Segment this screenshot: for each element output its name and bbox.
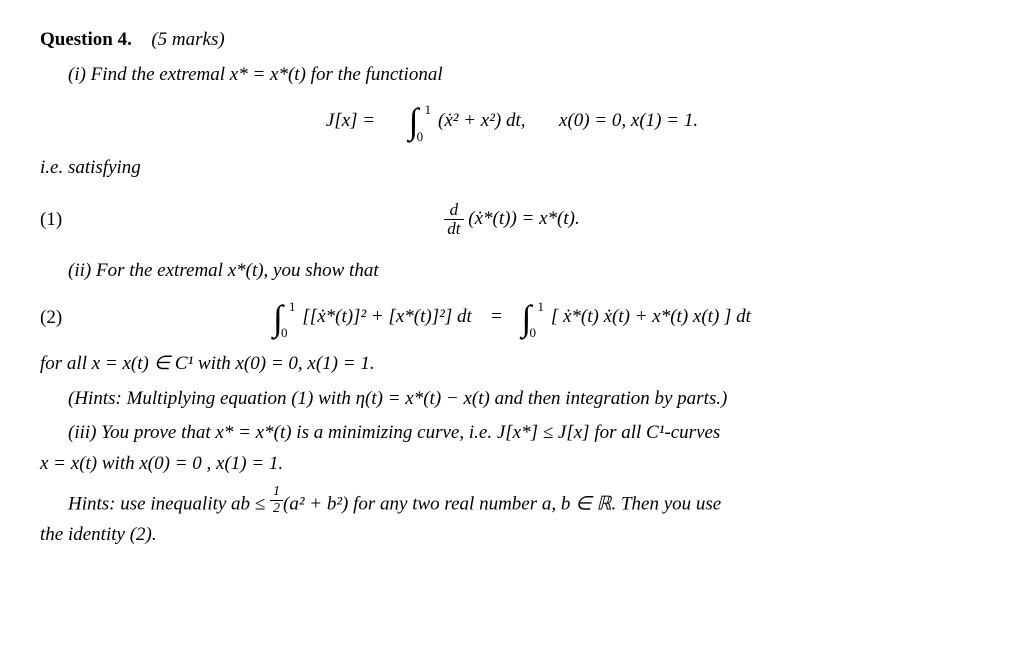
eq-2: (2) ∫01 [[ẋ*(t)]² + [x*(t)]²] dt = ∫01 [… bbox=[40, 303, 984, 332]
int-lo: 0 bbox=[417, 132, 424, 142]
eq2-left-integrand: [[ẋ*(t)]² + [x*(t)]²] dt bbox=[302, 306, 471, 327]
hints-iii-a: Hints: use inequality ab ≤ bbox=[68, 494, 270, 515]
eq1-label: (1) bbox=[40, 205, 62, 234]
int-hi-2b: 1 bbox=[537, 302, 544, 312]
int-hi-2a: 1 bbox=[289, 302, 296, 312]
hints-iii-c: the identity (2). bbox=[40, 521, 984, 550]
eq1-num: d bbox=[444, 201, 463, 221]
int-lo-2a: 0 bbox=[281, 328, 288, 338]
int-lo-2b: 0 bbox=[529, 328, 536, 338]
eq2-right-integrand: [ ẋ*(t) ẋ(t) + x*(t) x(t) ] dt bbox=[551, 306, 751, 327]
hints-iii-line1: Hints: use inequality ab ≤ 1 2 (a² + b²)… bbox=[68, 484, 984, 519]
part-i-text: (i) Find the extremal x* = x*(t) for the… bbox=[68, 61, 984, 90]
ie-text: i.e. satisfying bbox=[40, 154, 984, 183]
part-iii-b: x = x(t) with x(0) = 0 , x(1) = 1. bbox=[40, 450, 984, 479]
eq2-label: (2) bbox=[40, 304, 62, 333]
part-iii-a: (iii) You prove that x* = x*(t) is a min… bbox=[68, 419, 984, 448]
for-all-text: for all x = x(t) ∈ C¹ with x(0) = 0, x(1… bbox=[40, 350, 984, 379]
question-marks: (5 marks) bbox=[151, 29, 224, 50]
eq-1: (1) d dt (ẋ*(t)) = x*(t). bbox=[40, 201, 984, 239]
eq-J-lhs: J[x] = bbox=[326, 110, 375, 131]
eq1-den: dt bbox=[444, 220, 463, 239]
question-title: Question 4. bbox=[40, 29, 132, 50]
hints-ii: (Hints: Multiplying equation (1) with η(… bbox=[68, 385, 984, 414]
eq-J-integrand: (ẋ² + x²) dt, bbox=[438, 110, 526, 131]
hints-iii-frac-den: 2 bbox=[270, 501, 283, 516]
eq1-body: (ẋ*(t)) = x*(t). bbox=[468, 208, 579, 229]
eq2-eq: = bbox=[491, 306, 502, 327]
hints-iii-frac-num: 1 bbox=[270, 484, 283, 500]
eq-J-bc: x(0) = 0, x(1) = 1. bbox=[559, 110, 698, 131]
int-hi: 1 bbox=[425, 105, 432, 115]
eq-J: J[x] = ∫01 (ẋ² + x²) dt, x(0) = 0, x(1) … bbox=[40, 107, 984, 136]
hints-iii-b: (a² + b²) for any two real number a, b ∈… bbox=[283, 494, 721, 515]
part-ii-text: (ii) For the extremal x*(t), you show th… bbox=[68, 257, 984, 286]
